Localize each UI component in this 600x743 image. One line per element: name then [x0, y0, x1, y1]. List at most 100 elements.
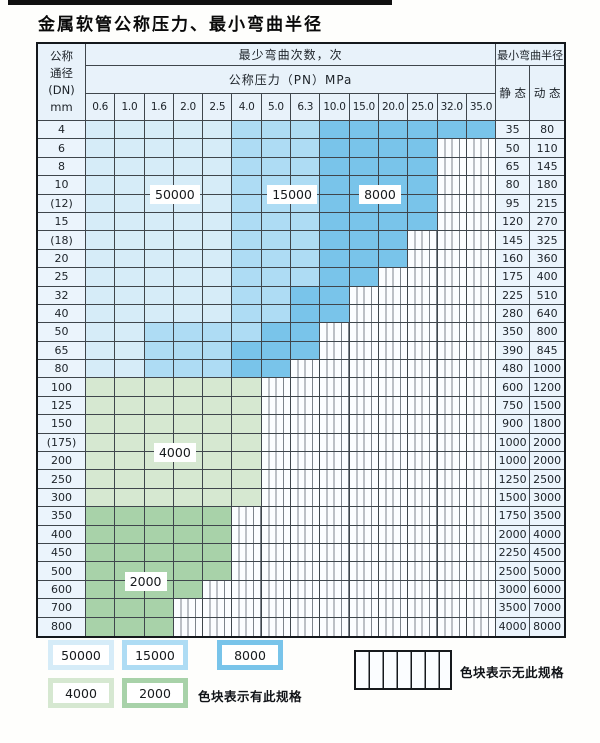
- spec-cell: [173, 396, 204, 416]
- dn-cell: 15: [38, 212, 86, 232]
- spec-cell: [203, 249, 233, 269]
- spec-cell: [320, 212, 350, 232]
- spec-cell: [349, 231, 379, 250]
- no-spec-cell: [466, 323, 497, 342]
- no-spec-cell: [291, 580, 321, 600]
- spec-cell: [291, 194, 321, 213]
- no-spec-cell: [320, 562, 350, 581]
- spec-cell: [232, 488, 262, 508]
- spec-cell: [261, 212, 292, 232]
- no-spec-cell: [408, 507, 438, 526]
- spec-cell: [173, 231, 204, 250]
- no-spec-cell: [408, 617, 438, 636]
- spec-cell: [408, 212, 438, 232]
- no-spec-cell: [349, 286, 379, 305]
- no-spec-cell: [203, 580, 233, 600]
- no-spec-cell: [291, 452, 321, 471]
- spec-cell: [291, 139, 321, 158]
- spec-cell: [261, 323, 292, 342]
- no-spec-cell: [320, 488, 350, 508]
- spec-cell: [86, 304, 116, 324]
- spec-cell: [115, 304, 145, 324]
- no-spec-cell: [173, 617, 204, 636]
- no-spec-cell: [320, 415, 350, 434]
- spec-cell: [232, 396, 262, 416]
- spec-cell: [115, 525, 145, 544]
- dynamic-radius-cell: 1000: [530, 360, 565, 379]
- dynamic-radius-cell: 215: [530, 194, 565, 213]
- spec-table: 公称 通径 (DN) mm 最少弯曲次数，次 最小弯曲半径 公称压力（PN）MP…: [36, 42, 567, 638]
- spec-cell: [115, 415, 145, 434]
- spec-cell: [232, 323, 262, 342]
- dynamic-radius-cell: 845: [530, 341, 565, 361]
- spec-cell: [291, 323, 321, 342]
- dn-cell: (18): [38, 231, 86, 250]
- pressure-tick: 4.0: [232, 94, 262, 121]
- spec-cell: [115, 212, 145, 232]
- no-spec-cell: [466, 378, 497, 397]
- static-radius-cell: 3000: [496, 580, 531, 600]
- spec-cell: [349, 249, 379, 269]
- spec-cell: [378, 157, 409, 177]
- spec-cell: [261, 286, 292, 305]
- no-spec-cell: [408, 599, 438, 618]
- no-spec-cell: [408, 415, 438, 434]
- no-spec-cell: [437, 286, 467, 305]
- spec-cell: [115, 488, 145, 508]
- spec-cell: [203, 194, 233, 213]
- spec-cell: [86, 360, 116, 379]
- spec-cell: [86, 396, 116, 416]
- dn-header-line: 公称: [50, 48, 73, 63]
- spec-cell: [173, 378, 204, 397]
- no-spec-cell: [408, 452, 438, 471]
- legend-swatch-4000: 4000: [48, 678, 114, 708]
- spec-cell: [173, 525, 204, 544]
- spec-cell: [115, 286, 145, 305]
- spec-cell: [86, 268, 116, 287]
- no-spec-cell: [291, 433, 321, 453]
- dynamic-radius-cell: 7000: [530, 599, 565, 618]
- no-spec-cell: [349, 304, 379, 324]
- no-spec-cell: [378, 580, 409, 600]
- static-radius-cell: 2500: [496, 562, 531, 581]
- spec-cell: [173, 433, 204, 453]
- spec-cell: [144, 617, 174, 636]
- legend-has-spec-text: 色块表示有此规格: [198, 689, 303, 704]
- no-spec-cell: [378, 599, 409, 618]
- spec-cell: [115, 231, 145, 250]
- no-spec-cell: [261, 507, 292, 526]
- no-spec-cell: [466, 562, 497, 581]
- dn-cell: 300: [38, 488, 86, 508]
- no-spec-cell: [291, 507, 321, 526]
- spec-cell: [173, 415, 204, 434]
- no-spec-cell: [466, 507, 497, 526]
- dynamic-radius-cell: 145: [530, 157, 565, 177]
- dynamic-radius-cell: 2500: [530, 470, 565, 489]
- spec-cell: [173, 341, 204, 361]
- spec-cell: [144, 323, 174, 342]
- spec-cell: [232, 304, 262, 324]
- spec-cell: [203, 231, 233, 250]
- no-spec-cell: [466, 415, 497, 434]
- dynamic-radius-cell: 2000: [530, 452, 565, 471]
- spec-cell: [203, 507, 233, 526]
- no-spec-cell: [378, 543, 409, 563]
- spec-cell: [115, 268, 145, 287]
- no-spec-cell: [378, 378, 409, 397]
- spec-cell: [203, 415, 233, 434]
- spec-cell: [291, 341, 321, 361]
- spec-cell: [115, 157, 145, 177]
- spec-cell: [466, 121, 497, 140]
- no-spec-cell: [349, 470, 379, 489]
- dynamic-radius-cell: 8000: [530, 617, 565, 636]
- spec-cell: [378, 121, 409, 140]
- spec-cell: [232, 433, 262, 453]
- spec-cell: [203, 121, 233, 140]
- dynamic-radius-cell: 325: [530, 231, 565, 250]
- dynamic-radius-cell: 4000: [530, 525, 565, 544]
- legend-swatch-8000: 8000: [217, 640, 283, 670]
- no-spec-cell: [291, 543, 321, 563]
- no-spec-cell: [437, 470, 467, 489]
- no-spec-cell: [320, 599, 350, 618]
- no-spec-cell: [261, 543, 292, 563]
